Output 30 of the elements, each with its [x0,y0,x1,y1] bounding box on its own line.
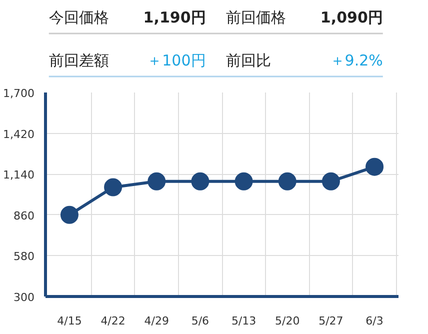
y-tick-label: 1,700 [3,87,35,100]
x-tick-label: 5/20 [275,314,300,328]
y-tick-label: 1,420 [3,128,35,141]
text: ＋100円 [147,52,206,70]
text: 1,090円 [320,8,383,26]
x-tick-label: 4/22 [100,314,126,328]
point [234,172,253,190]
y-tick-label: 1,140 [3,168,35,182]
point [148,172,166,190]
x-tick-label: 5/6 [191,314,210,328]
x-tick-label: 5/13 [231,314,256,328]
point [278,172,296,190]
x-tick-label: 6/3 [366,314,384,328]
point [322,172,340,190]
point [60,206,78,224]
text: 前回比 [226,52,271,70]
y-tick-label: 580 [14,250,35,264]
x-tick-label: 5/27 [318,314,344,328]
x-tick-label: 4/29 [144,314,169,328]
y-tick-label: 300 [14,291,35,304]
y-tick-label: 860 [14,209,35,222]
text: ＋9.2% [330,52,383,70]
text: 今回価格 [48,8,109,26]
point [191,172,210,190]
text: 1,190円 [143,8,206,26]
x-tick-label: 4/15 [57,314,82,328]
point [366,158,384,176]
point [104,178,122,196]
text: 前回差額 [48,52,109,70]
text: 前回価格 [226,8,286,26]
